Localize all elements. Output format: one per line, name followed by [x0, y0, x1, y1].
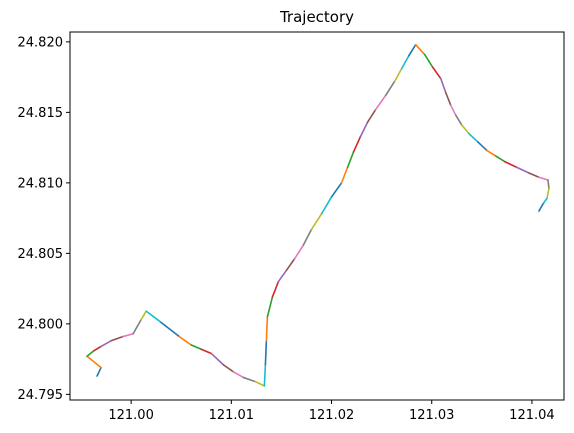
trajectory-segment: [320, 196, 333, 215]
trajectory-segment: [393, 67, 403, 83]
trajectory-segment: [538, 203, 544, 212]
trajectory-segment: [330, 182, 343, 198]
x-tick-label: 121.03: [409, 408, 455, 423]
trajectory-segment: [210, 352, 225, 366]
trajectory-segment: [93, 345, 102, 352]
trajectory-segment: [302, 228, 313, 246]
y-tick-label: 24.800: [18, 317, 64, 332]
trajectory-segment: [460, 124, 470, 135]
trajectory-segment: [423, 53, 434, 69]
trajectory-segment: [200, 348, 213, 355]
x-tick-label: 121.04: [509, 408, 555, 423]
trajectory-segment: [242, 376, 257, 383]
y-tick-label: 24.805: [18, 247, 64, 262]
trajectory-segment: [504, 160, 518, 169]
trajectory-segment: [232, 371, 245, 379]
trajectory-segment: [384, 80, 396, 97]
trajectory-segment: [96, 366, 102, 377]
y-tick-label: 24.815: [18, 106, 64, 121]
trajectory-segment: [431, 66, 442, 80]
x-tick-label: 121.00: [108, 408, 154, 423]
trajectory-segment: [468, 132, 479, 143]
trajectory-segment: [439, 77, 447, 94]
trajectory-segment: [178, 335, 193, 346]
y-tick-label: 24.795: [18, 388, 64, 403]
x-tick-label: 121.02: [309, 408, 355, 423]
y-tick-label: 24.820: [18, 35, 64, 50]
trajectory-segment: [132, 318, 142, 335]
trajectory-segment: [444, 91, 452, 107]
trajectory-segment: [366, 108, 377, 124]
trajectory-segment: [266, 296, 274, 318]
trajectory-segment: [310, 213, 323, 231]
trajectory-segment: [254, 380, 266, 387]
trajectory-segment: [263, 363, 267, 387]
plot-frame: [69, 31, 565, 401]
trajectory-segment: [340, 166, 349, 184]
trajectory-segment: [546, 187, 550, 200]
trajectory-segment: [542, 197, 548, 205]
y-axis: 24.795 24.800 24.805 24.810 24.815 24.820: [18, 35, 70, 403]
chart-title: Trajectory: [279, 8, 354, 26]
trajectory-segment: [145, 310, 162, 324]
trajectory-segment: [477, 141, 488, 152]
trajectory-segment: [293, 244, 305, 260]
x-tick-label: 121.01: [209, 408, 255, 423]
trajectory-segment: [271, 280, 280, 298]
trajectory-segment: [528, 172, 540, 179]
trajectory-segment: [486, 149, 497, 157]
trajectory-segment: [190, 344, 203, 351]
trajectory-segment: [414, 43, 426, 56]
y-tick-label: 24.810: [18, 176, 64, 191]
trajectory-segment: [538, 176, 549, 181]
trajectory-segment: [86, 349, 95, 358]
trajectory-line: [86, 43, 550, 387]
trajectory-segment: [110, 335, 124, 342]
trajectory-segment: [264, 339, 268, 366]
trajectory-segment: [86, 355, 102, 369]
trajectory-segment: [285, 258, 296, 272]
trajectory-segment: [449, 104, 457, 116]
trajectory-segment: [495, 155, 506, 163]
trajectory-segment: [346, 151, 355, 169]
trajectory-segment: [265, 316, 269, 342]
trajectory-segment: [277, 269, 288, 283]
trajectory-segment: [100, 339, 112, 348]
trajectory-segment: [222, 363, 235, 373]
trajectory-segment: [160, 321, 181, 338]
trajectory-segment: [374, 94, 387, 111]
trajectory-segment: [122, 332, 134, 338]
trajectory-segment: [400, 55, 410, 70]
trajectory-segment: [516, 166, 530, 174]
trajectory-segment: [140, 310, 147, 321]
trajectory-segment: [352, 135, 362, 153]
trajectory-segment: [359, 121, 369, 138]
trajectory-segment: [547, 179, 550, 190]
trajectory-segment: [407, 43, 417, 57]
x-axis: 121.00 121.01 121.02 121.03 121.04: [108, 400, 555, 423]
trajectory-segment: [454, 114, 463, 126]
